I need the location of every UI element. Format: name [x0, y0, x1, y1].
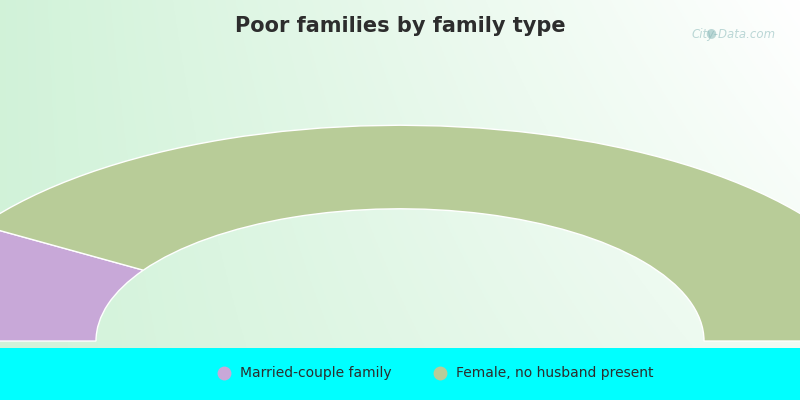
Text: City-Data.com: City-Data.com: [692, 28, 776, 41]
Text: ●: ●: [705, 26, 716, 39]
Text: Married-couple family: Married-couple family: [240, 366, 392, 380]
Text: Poor families by family type: Poor families by family type: [234, 16, 566, 36]
Wedge shape: [0, 125, 800, 341]
Wedge shape: [0, 226, 143, 341]
Text: Female, no husband present: Female, no husband present: [456, 366, 654, 380]
